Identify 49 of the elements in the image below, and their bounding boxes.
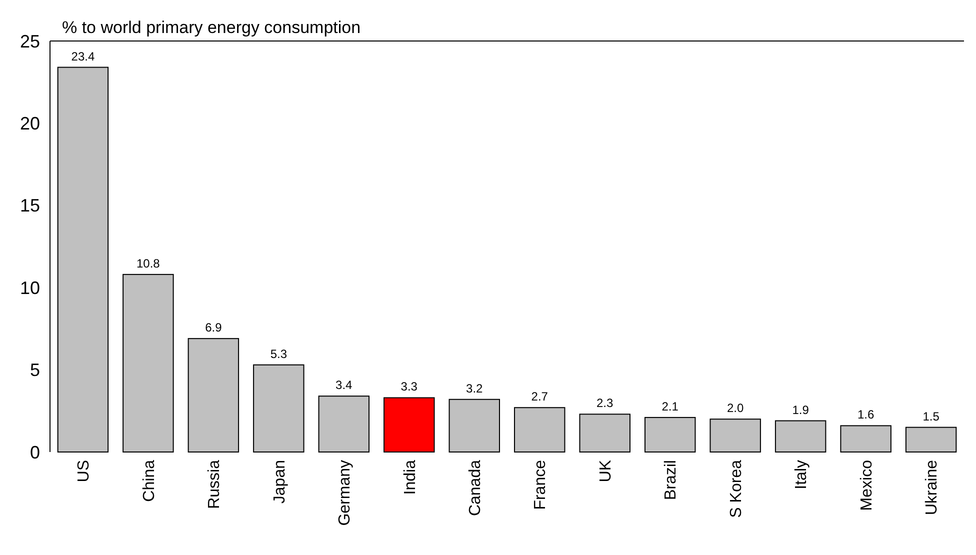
x-tick-label: Italy xyxy=(793,460,810,490)
x-tick-label: Japan xyxy=(271,460,288,504)
y-axis-title: % to world primary energy consumption xyxy=(62,18,361,37)
bar xyxy=(710,418,761,452)
x-tick-label: Brazil xyxy=(662,460,680,500)
x-tick-label: Russia xyxy=(206,460,224,509)
bar xyxy=(318,396,370,452)
bar xyxy=(905,426,957,452)
data-label: 3.2 xyxy=(466,381,484,396)
data-label: 2.7 xyxy=(531,390,548,404)
bar xyxy=(840,425,892,452)
x-tick-label: France xyxy=(532,460,550,510)
y-tick-label: 10 xyxy=(20,278,40,298)
bar xyxy=(774,420,826,452)
data-label: 1.9 xyxy=(792,402,810,417)
x-tick-label: US xyxy=(76,460,93,482)
y-tick-label: 15 xyxy=(20,196,40,216)
y-tick-label: 0 xyxy=(30,442,40,462)
data-label: 10.8 xyxy=(136,256,160,270)
data-label: 6.9 xyxy=(205,320,222,335)
bar xyxy=(644,416,696,452)
data-label: 1.6 xyxy=(857,408,874,422)
bar xyxy=(384,397,435,452)
data-label: 1.5 xyxy=(922,409,940,424)
data-label: 23.4 xyxy=(71,49,95,64)
bar xyxy=(122,274,174,452)
data-label: 2.1 xyxy=(662,399,679,414)
x-tick-label: S Korea xyxy=(728,460,745,518)
y-tick-label: 20 xyxy=(20,114,40,134)
y-tick-label: 5 xyxy=(30,360,40,380)
bar xyxy=(514,407,566,452)
bar xyxy=(57,66,109,452)
y-tick-label: 25 xyxy=(20,31,40,52)
x-tick-label: Mexico xyxy=(858,460,876,511)
data-label: 5.3 xyxy=(270,346,288,361)
x-tick-label: Germany xyxy=(336,460,354,526)
bar xyxy=(448,398,500,452)
x-tick-label: UK xyxy=(597,460,614,482)
x-tick-label: Ukraine xyxy=(924,460,941,516)
x-tick-label: China xyxy=(140,460,158,502)
bar xyxy=(188,338,240,452)
data-label: 2.0 xyxy=(726,401,744,416)
data-label: 3.3 xyxy=(400,380,418,394)
bar xyxy=(579,414,630,452)
x-tick-label: Canada xyxy=(466,460,484,516)
bar xyxy=(253,364,304,452)
data-label: 3.4 xyxy=(336,378,353,392)
data-label: 2.3 xyxy=(596,396,614,410)
x-tick-label: India xyxy=(402,460,419,495)
